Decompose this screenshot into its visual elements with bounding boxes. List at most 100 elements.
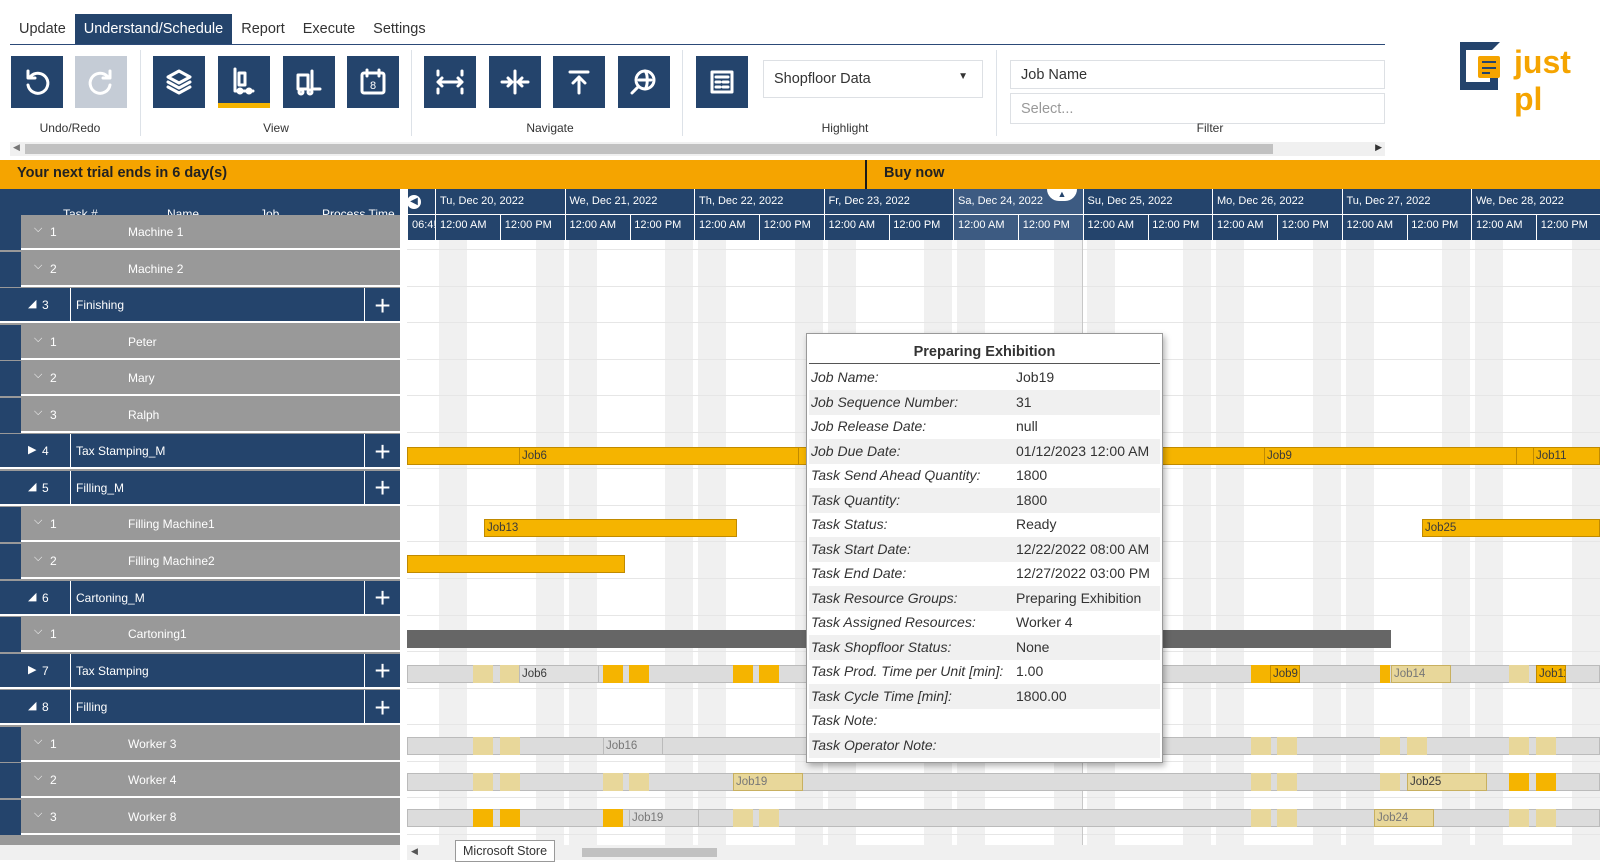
- timeline-day[interactable]: Mo, Dec 26, 2022 12:00 AM 12:00 PM: [1212, 189, 1342, 240]
- expand-toggle-icon[interactable]: ◢: [28, 700, 37, 713]
- hour-label: 12:00 AM: [569, 219, 616, 231]
- tab-understand-schedule[interactable]: Understand/Schedule: [74, 14, 233, 44]
- chevron-down-icon[interactable]: ⌵: [34, 332, 43, 345]
- filter-field-select[interactable]: Job Name: [1010, 60, 1385, 89]
- timeline-day[interactable]: We, Dec 28, 2022 12:00 AM 12:00 PM: [1471, 189, 1600, 240]
- add-task-button[interactable]: +: [364, 470, 400, 506]
- gantt-row: [407, 763, 1600, 799]
- timeline-day[interactable]: We, Dec 21, 2022 12:00 AM 12:00 PM: [564, 189, 694, 240]
- timeline-day[interactable]: Fr, Dec 23, 2022 12:00 AM 12:00 PM: [823, 189, 953, 240]
- gantt-hscrollbar[interactable]: ◀: [407, 845, 1600, 860]
- task-bar-job6-b[interactable]: Job6: [519, 665, 599, 683]
- microsoft-store-tab[interactable]: Microsoft Store: [455, 840, 556, 862]
- navigate-search-button[interactable]: [618, 56, 670, 108]
- redo-button[interactable]: [75, 56, 127, 108]
- task-bar-job9-b[interactable]: Job9: [1270, 665, 1300, 683]
- resource-row[interactable]: ⌵ 1 Worker 3: [0, 726, 400, 762]
- fit-width-button[interactable]: [424, 56, 476, 108]
- resource-row[interactable]: ⌵ 2 Worker 4: [0, 763, 400, 799]
- ribbon-scroll-thumb[interactable]: [25, 144, 1273, 154]
- task-bar-job11-b[interactable]: Job11: [1536, 665, 1566, 683]
- resource-row[interactable]: ⌵ 2 Machine 2: [0, 251, 400, 287]
- resource-group-row[interactable]: ◢ 5 Filling_M +: [0, 470, 400, 506]
- resource-group-row[interactable]: ◢ 3 Finishing +: [0, 288, 400, 324]
- chevron-down-icon[interactable]: ⌵: [34, 771, 43, 784]
- add-task-button[interactable]: +: [364, 580, 400, 616]
- tooltip-field-value: Job19: [1016, 369, 1055, 385]
- expand-toggle-icon[interactable]: ◢: [28, 298, 37, 311]
- resource-row[interactable]: ⌵ 1 Peter: [0, 324, 400, 360]
- expand-toggle-icon[interactable]: ◢: [28, 480, 37, 493]
- undo-button[interactable]: [11, 56, 63, 108]
- add-task-button[interactable]: +: [364, 434, 400, 470]
- chevron-down-icon[interactable]: ⌵: [34, 807, 43, 820]
- go-to-top-button[interactable]: [553, 56, 605, 108]
- resource-view-button[interactable]: [218, 56, 270, 108]
- task-bar[interactable]: [407, 555, 625, 573]
- task-bar-job25-b[interactable]: Job25: [1407, 773, 1487, 791]
- resource-group-row[interactable]: ◢ 6 Cartoning_M +: [0, 580, 400, 616]
- resource-row[interactable]: ⌵ 1 Machine 1: [0, 215, 400, 250]
- collapse-horizontal-button[interactable]: [489, 56, 541, 108]
- buy-now-link[interactable]: Buy now: [865, 160, 961, 189]
- timeline-day[interactable]: Tu, Dec 27, 2022 12:00 AM 12:00 PM: [1341, 189, 1471, 240]
- expand-toggle-icon[interactable]: ▶: [28, 663, 37, 676]
- calendar-view-button[interactable]: 8: [347, 56, 399, 108]
- highlight-select[interactable]: Shopfloor Data ▼: [763, 60, 983, 98]
- collapse-up-icon[interactable]: ▲: [1047, 189, 1077, 201]
- ribbon-scrollbar[interactable]: ◀ ▶: [10, 142, 1385, 156]
- add-task-button[interactable]: +: [364, 288, 400, 324]
- timeline-day[interactable]: Tu, Dec 20, 2022 12:00 AM 12:00 PM: [435, 189, 565, 240]
- tooltip-field-value: 12/27/2022 03:00 PM: [1016, 565, 1150, 581]
- add-task-button[interactable]: +: [364, 653, 400, 689]
- layers-view-button[interactable]: [153, 56, 205, 108]
- expand-toggle-icon[interactable]: ▶: [28, 444, 37, 457]
- timeline-day[interactable]: Sa, Dec 24, 2022 12:00 AM 12:00 PM: [953, 189, 1083, 240]
- resource-row[interactable]: ⌵ 1 Filling Machine1: [0, 507, 400, 543]
- resource-row[interactable]: ⌵ 2 Filling Machine2: [0, 543, 400, 579]
- calendar-icon: 8: [360, 68, 386, 95]
- filter-value-input[interactable]: Select...: [1010, 93, 1385, 124]
- chevron-down-icon[interactable]: ⌵: [34, 734, 43, 747]
- task-bar-job6[interactable]: Job6: [519, 447, 799, 465]
- task-bar-job16[interactable]: Job16: [603, 737, 663, 755]
- gantt-scroll-thumb[interactable]: [582, 848, 717, 857]
- task-bar-job11[interactable]: Job11: [1533, 447, 1600, 465]
- task-bar-job19-b[interactable]: Job19: [629, 809, 699, 827]
- group-label-view: View: [263, 121, 289, 135]
- task-bar-job9[interactable]: Job9: [1264, 447, 1517, 465]
- highlight-panel-button[interactable]: [696, 56, 748, 108]
- tab-report[interactable]: Report: [241, 21, 285, 37]
- resource-group-row[interactable]: ▶ 4 Tax Stamping_M +: [0, 434, 400, 470]
- task-bar-job25[interactable]: Job25: [1422, 519, 1600, 537]
- resource-row[interactable]: ⌵ 3 Worker 8: [0, 799, 400, 835]
- resource-row[interactable]: ⌵ 2 Mary: [0, 361, 400, 397]
- expand-toggle-icon[interactable]: ◢: [28, 590, 37, 603]
- chevron-down-icon[interactable]: ⌵: [34, 369, 43, 382]
- task-bar-job24[interactable]: Job24: [1374, 809, 1434, 827]
- resource-group-row[interactable]: ◢ 8 Filling +: [0, 690, 400, 726]
- chevron-down-icon[interactable]: ⌵: [34, 405, 43, 418]
- chevron-down-icon[interactable]: ⌵: [34, 259, 43, 272]
- tab-settings[interactable]: Settings: [373, 21, 426, 37]
- timeline-day[interactable]: Su, Dec 25, 2022 12:00 AM 12:00 PM: [1082, 189, 1212, 240]
- task-bar-job14[interactable]: Job14: [1391, 665, 1451, 683]
- forklift-view-button[interactable]: [283, 56, 335, 108]
- row-number: 4: [42, 444, 49, 459]
- timeline-day[interactable]: Th, Dec 22, 2022 12:00 AM 12:00 PM: [694, 189, 824, 240]
- add-task-button[interactable]: +: [364, 690, 400, 726]
- chevron-down-icon[interactable]: ⌵: [34, 515, 43, 528]
- resource-row[interactable]: ⌵ 3 Ralph: [0, 397, 400, 433]
- timeline-back-icon[interactable]: ◀: [407, 195, 421, 209]
- grid-hscrollbar[interactable]: [0, 845, 400, 860]
- tab-update[interactable]: Update: [19, 21, 66, 37]
- chevron-down-icon[interactable]: ⌵: [34, 223, 43, 235]
- resource-group-row[interactable]: ▶ 7 Tax Stamping +: [0, 653, 400, 689]
- chevron-down-icon[interactable]: ⌵: [34, 551, 43, 564]
- task-bar-job13[interactable]: Job13: [484, 519, 737, 537]
- filter-placeholder: Select...: [1021, 100, 1074, 117]
- chevron-down-icon[interactable]: ⌵: [34, 625, 43, 638]
- resource-row[interactable]: ⌵ 1 Cartoning1: [0, 617, 400, 653]
- tab-execute[interactable]: Execute: [302, 21, 356, 37]
- task-bar-job19[interactable]: Job19: [733, 773, 803, 791]
